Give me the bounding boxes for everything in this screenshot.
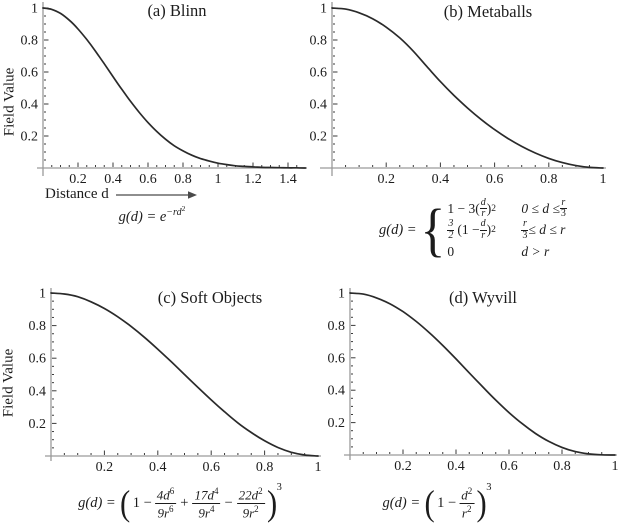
y-tick-label: 0.8 — [21, 34, 39, 49]
y-tick-label: 0.8 — [29, 319, 47, 334]
y-tick-label: 0.4 — [21, 98, 39, 113]
x-tick-label: 0.6 — [202, 460, 220, 475]
formula-wyvill: g(d) = ( 1 − d2 r2 ) 3 — [382, 482, 492, 523]
formula-wyvill-lhs: g(d) = — [382, 494, 421, 511]
x-tick-label: 0.4 — [432, 172, 450, 187]
case3-expr: 0 — [447, 243, 455, 259]
curve-soft-objects — [50, 292, 319, 457]
y-tick-label: 1 — [338, 287, 345, 302]
formula-metaballs-lhs: g(d) = — [379, 221, 417, 238]
plot-title-soft-objects: (c) Soft Objects — [157, 288, 263, 307]
y-tick-label: 0.2 — [310, 130, 328, 145]
y-tick-label: 0.4 — [328, 384, 346, 399]
x-tick-label: 0.2 — [96, 460, 114, 475]
case-row-3: 0 d > r — [447, 242, 566, 262]
case1-condition: 0 ≤ d ≤ — [521, 200, 560, 216]
y-tick-label: 0.8 — [310, 34, 328, 49]
x-tick-label: 1 — [600, 172, 607, 187]
x-axis-label: Distance d — [45, 186, 198, 203]
curve-wyvill — [349, 292, 616, 456]
x-tick-label: 0.6 — [500, 459, 518, 474]
case1-expr: 1 − 3( — [447, 200, 480, 216]
y-tick-label: 0.4 — [29, 384, 47, 399]
x-tick-label: 1.4 — [279, 172, 297, 187]
x-tick-label: 0.4 — [447, 459, 465, 474]
x-tick-label: 1.2 — [244, 172, 262, 187]
plot-title-metaballs: (b) Metaballs — [443, 2, 533, 21]
formula-blinn-body: g(d) = e — [118, 209, 167, 225]
left-paren: ( — [119, 483, 130, 523]
plot-title-blinn: (a) Blinn — [147, 1, 207, 20]
y-tick-label: 0.2 — [328, 416, 346, 431]
case2-expr: (1 − — [457, 222, 480, 237]
y-tick-label: 0.2 — [21, 130, 39, 145]
case2-condition: ≤ d ≤ r — [528, 222, 566, 237]
x-tick-label: 0.4 — [149, 460, 167, 475]
x-tick-label: 1 — [215, 172, 222, 187]
x-tick-label: 0.6 — [139, 172, 157, 187]
x-tick-label: 0.2 — [69, 172, 87, 187]
y-axis-label-bottom: Field Value — [0, 348, 17, 418]
formula-wyvill-power: 3 — [486, 482, 492, 493]
case3-condition: d > r — [521, 243, 550, 259]
x-tick-label: 0.8 — [540, 172, 558, 187]
curve-blinn — [42, 7, 307, 169]
x-axis-label-text: Distance d — [45, 186, 109, 202]
right-paren: ) — [266, 483, 277, 523]
x-tick-label: 1 — [612, 459, 619, 474]
y-tick-label: 1 — [31, 2, 38, 17]
y-tick-label: 0.6 — [310, 66, 328, 81]
y-tick-label: 0.8 — [328, 319, 346, 334]
formula-soft-lhs: g(d) = — [78, 494, 116, 511]
y-tick-label: 1 — [39, 287, 46, 302]
y-tick-label: 1 — [320, 2, 327, 17]
y-tick-label: 0.6 — [328, 351, 346, 366]
x-tick-label: 1 — [315, 460, 322, 475]
formula-blinn-exponent-power: 2 — [181, 204, 186, 213]
x-tick-label: 0.6 — [486, 172, 504, 187]
y-axis-label-top: Field Value — [1, 67, 18, 137]
y-tick-label: 0.2 — [29, 417, 47, 432]
arrow-icon — [115, 190, 197, 199]
left-brace: { — [419, 196, 446, 263]
x-tick-label: 0.4 — [104, 172, 122, 187]
x-tick-label: 0.8 — [553, 459, 571, 474]
formula-blinn-exponent: −rd — [166, 207, 182, 218]
formula-blinn: g(d) = e−rd2 — [119, 204, 186, 226]
formula-soft-objects: g(d) = ( 1 − 4d6 9r6 + 17d4 9r4 − 22d2 9r2 … — [78, 482, 282, 523]
formula-soft-power: 3 — [276, 482, 282, 493]
right-paren: ) — [476, 483, 487, 523]
x-tick-label: 0.2 — [394, 459, 412, 474]
x-tick-label: 0.8 — [256, 460, 274, 475]
left-paren: ( — [424, 483, 435, 523]
x-tick-label: 0.2 — [377, 172, 395, 187]
plot-title-wyvill: (d) Wyvill — [449, 288, 517, 307]
y-tick-label: 0.4 — [310, 98, 328, 113]
x-tick-label: 0.8 — [174, 172, 192, 187]
curve-metaballs — [331, 7, 604, 169]
y-tick-label: 0.6 — [21, 66, 39, 81]
y-tick-label: 0.6 — [29, 352, 47, 367]
